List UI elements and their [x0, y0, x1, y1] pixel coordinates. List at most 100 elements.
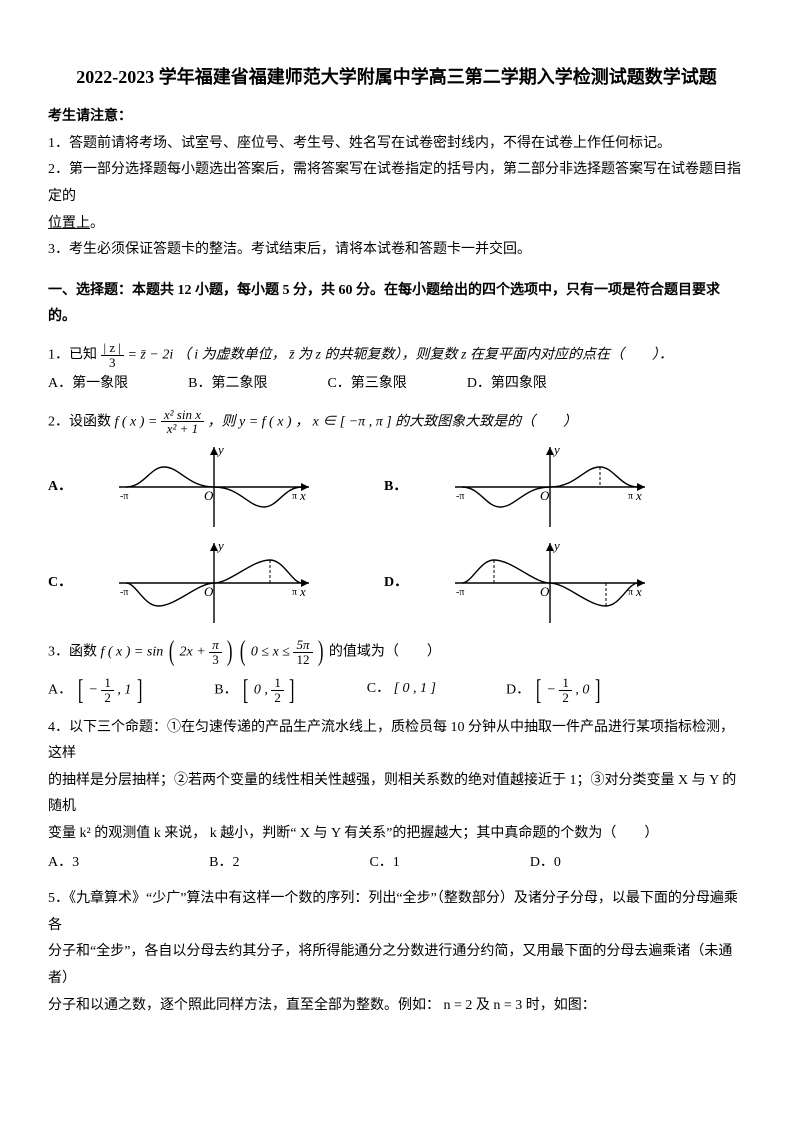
q1-optB: B．第二象限: [188, 371, 267, 398]
tick-neg-pi: -π: [456, 587, 464, 598]
q2-C-label: C．: [48, 570, 74, 597]
q3-frac2-den: 12: [293, 653, 312, 667]
question-2: 2．设函数 f ( x ) = x² sin x x² + 1 ，则 y = f…: [48, 408, 745, 628]
tick-neg-pi: -π: [456, 491, 464, 502]
q3-optD-num: 1: [559, 676, 572, 691]
q2-prefix: 2．设函数: [48, 414, 115, 429]
q2-graph-C: y x O -π π: [114, 538, 314, 628]
question-5: 5．《九章算术》“少广”算法中有这样一个数的序列：列出“全步”（整数部分）及诸分…: [48, 886, 745, 1019]
notice-line-2c: 。: [90, 216, 104, 231]
q2-A-label: A．: [48, 474, 74, 501]
q1-prefix: 1．已知: [48, 347, 101, 362]
q2-B-label: B．: [384, 474, 410, 501]
q4-optD: D．0: [530, 850, 561, 877]
notice-line-2a: 2．第一部分选择题每小题选出答案后，需将答案写在试卷指定的括号内，第二部分非选择…: [48, 162, 741, 204]
q3-optB-pre: B．: [214, 683, 237, 698]
q3-optA-l: −: [88, 683, 97, 698]
q2-graph-D: y x O -π π: [450, 538, 650, 628]
axis-x-label: x: [635, 584, 642, 599]
notice-block: 考生请注意： 1．答题前请将考场、试室号、座位号、考生号、姓名写在试卷密封线内，…: [48, 104, 745, 264]
q3-arg2a: 0 ≤ x ≤: [251, 644, 294, 659]
section-1-heading: 一、选择题：本题共 12 小题，每小题 5 分，共 60 分。在每小题给出的四个…: [48, 278, 745, 331]
q3-optB-l: 0 ,: [254, 683, 272, 698]
q2-fraction: x² sin x x² + 1: [161, 408, 204, 436]
tick-neg-pi: -π: [120, 491, 128, 502]
tick-pi: π: [628, 491, 633, 502]
q4-optB: B．2: [209, 850, 239, 877]
q3-fx: f ( x ) = sin: [101, 644, 164, 659]
question-4: 4．以下三个命题：①在匀速传递的产品生产流水线上，质检员每 10 分钟从中抽取一…: [48, 715, 745, 877]
paren-close-2: ): [318, 638, 324, 666]
q5-line1: 5．《九章算术》“少广”算法中有这样一个数的序列：列出“全步”（整数部分）及诸分…: [48, 886, 745, 939]
axis-x-label: x: [299, 488, 306, 503]
q1-optC: C．第三象限: [327, 371, 406, 398]
q3-optD-r: , 0: [575, 683, 589, 698]
paren-close-1: ): [227, 638, 233, 666]
tick-neg-pi: -π: [120, 587, 128, 598]
q2-graph-B: y x O -π π: [450, 442, 650, 532]
q3-optD-l: −: [546, 683, 555, 698]
q2-graph-A: y x O -π π: [114, 442, 314, 532]
exam-title: 2022-2023 学年福建省福建师范大学附属中学高三第二学期入学检测试题数学试…: [48, 60, 745, 94]
q3-optA-num: 1: [101, 676, 114, 691]
q2-frac-den: x² + 1: [161, 422, 204, 436]
q3-optD: D． [ − 12 , 0 ]: [506, 676, 602, 704]
q4-optC: C．1: [369, 850, 399, 877]
question-3: 3．函数 f ( x ) = sin ( 2x + π 3 ) ( 0 ≤ x …: [48, 638, 745, 705]
q3-frac1-num: π: [209, 638, 222, 653]
q3-optD-pre: D．: [506, 683, 530, 698]
axis-x-label: x: [299, 584, 306, 599]
q1-optD: D．第四象限: [467, 371, 547, 398]
q3-optC-pre: C．: [367, 681, 390, 696]
q3-tail: 的值域为（ ）: [329, 644, 441, 659]
notice-line-1: 1．答题前请将考场、试室号、座位号、考生号、姓名写在试卷密封线内，不得在试卷上作…: [48, 131, 745, 158]
q3-frac2-num: 5π: [293, 638, 312, 653]
axis-y-label: y: [216, 442, 224, 457]
q4-options: A．3 B．2 C．1 D．0: [48, 850, 745, 877]
q4-line1: 4．以下三个命题：①在匀速传递的产品生产流水线上，质检员每 10 分钟从中抽取一…: [48, 715, 745, 768]
axis-y-label: y: [552, 538, 560, 553]
paren-open-1: (: [169, 638, 175, 666]
q2-fx: f ( x ) =: [115, 414, 161, 429]
q1-mid: = z̄ − 2i （ i 为虚数单位， z̄ 为 z 的共轭复数），则复数 z…: [127, 347, 672, 362]
q3-frac2: 5π 12: [293, 638, 312, 666]
axis-y-label: y: [216, 538, 224, 553]
q3-arg1a: 2x +: [180, 644, 210, 659]
q4-line3: 变量 k² 的观测值 k 来说， k 越小，判断“ X 与 Y 有关系”的把握越…: [48, 821, 745, 848]
origin-label: O: [204, 584, 214, 599]
axis-y-label: y: [552, 442, 560, 457]
q3-stem: 3．函数 f ( x ) = sin ( 2x + π 3 ) ( 0 ≤ x …: [48, 638, 745, 666]
q2-D-label: D．: [384, 570, 410, 597]
notice-heading: 考生请注意：: [48, 104, 745, 131]
q1-fraction: | z | 3: [101, 341, 124, 369]
q3-optD-den: 2: [559, 691, 572, 705]
q3-prefix: 3．函数: [48, 644, 101, 659]
q5-line3: 分子和以通之数，逐个照此同样方法，直至全部为整数。例如： n = 2 及 n =…: [48, 993, 745, 1020]
q3-optA: A． [ − 12 , 1 ]: [48, 676, 144, 704]
origin-label: O: [204, 488, 214, 503]
q2-row-AB: A． y x O -π π B． y x O -π π: [48, 442, 745, 532]
q3-optB-den: 2: [271, 691, 284, 705]
q4-optA: A．3: [48, 850, 79, 877]
q2-mid: ，则 y = f ( x ) ， x ∈ [ −π , π ] 的大致图象大致是…: [207, 414, 577, 429]
q1-optA: A．第一象限: [48, 371, 128, 398]
q3-options: A． [ − 12 , 1 ] B． [ 0 , 12 ] C． [ 0 , 1…: [48, 676, 745, 704]
notice-line-2b: 位置上: [48, 216, 90, 231]
q3-optB-num: 1: [271, 676, 284, 691]
q3-frac1-den: 3: [209, 653, 222, 667]
q3-optA-den: 2: [101, 691, 114, 705]
q2-row-CD: C． y x O -π π D． y x O -π π: [48, 538, 745, 628]
tick-pi: π: [292, 491, 297, 502]
q2-stem: 2．设函数 f ( x ) = x² sin x x² + 1 ，则 y = f…: [48, 408, 745, 436]
q3-optC: C． [ 0 , 1 ]: [367, 676, 436, 704]
q3-frac1: π 3: [209, 638, 222, 666]
question-1: 1．已知 | z | 3 = z̄ − 2i （ i 为虚数单位， z̄ 为 z…: [48, 341, 745, 398]
q3-optC-val: [ 0 , 1 ]: [394, 681, 436, 696]
q1-stem: 1．已知 | z | 3 = z̄ − 2i （ i 为虚数单位， z̄ 为 z…: [48, 341, 745, 369]
q3-optB: B． [ 0 , 12 ]: [214, 676, 297, 704]
tick-pi: π: [292, 587, 297, 598]
q4-line2: 的抽样是分层抽样；②若两个变量的线性相关性越强，则相关系数的绝对值越接近于 1；…: [48, 768, 745, 821]
notice-line-2: 2．第一部分选择题每小题选出答案后，需将答案写在试卷指定的括号内，第二部分非选择…: [48, 157, 745, 210]
q1-frac-den: 3: [101, 356, 124, 370]
axis-x-label: x: [635, 488, 642, 503]
